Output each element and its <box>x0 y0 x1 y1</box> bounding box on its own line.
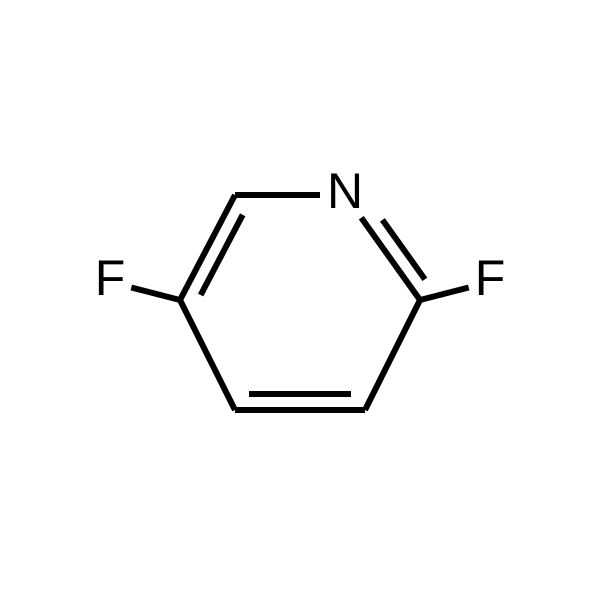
atom-label-f2: F <box>475 250 506 306</box>
atom-label-f5: F <box>95 250 126 306</box>
molecule-diagram: N F F <box>0 0 600 600</box>
bond <box>365 300 420 410</box>
bond <box>382 220 424 279</box>
bond <box>180 300 235 410</box>
bond <box>420 287 469 300</box>
bond <box>131 287 180 300</box>
atom-label-n: N <box>327 163 363 219</box>
